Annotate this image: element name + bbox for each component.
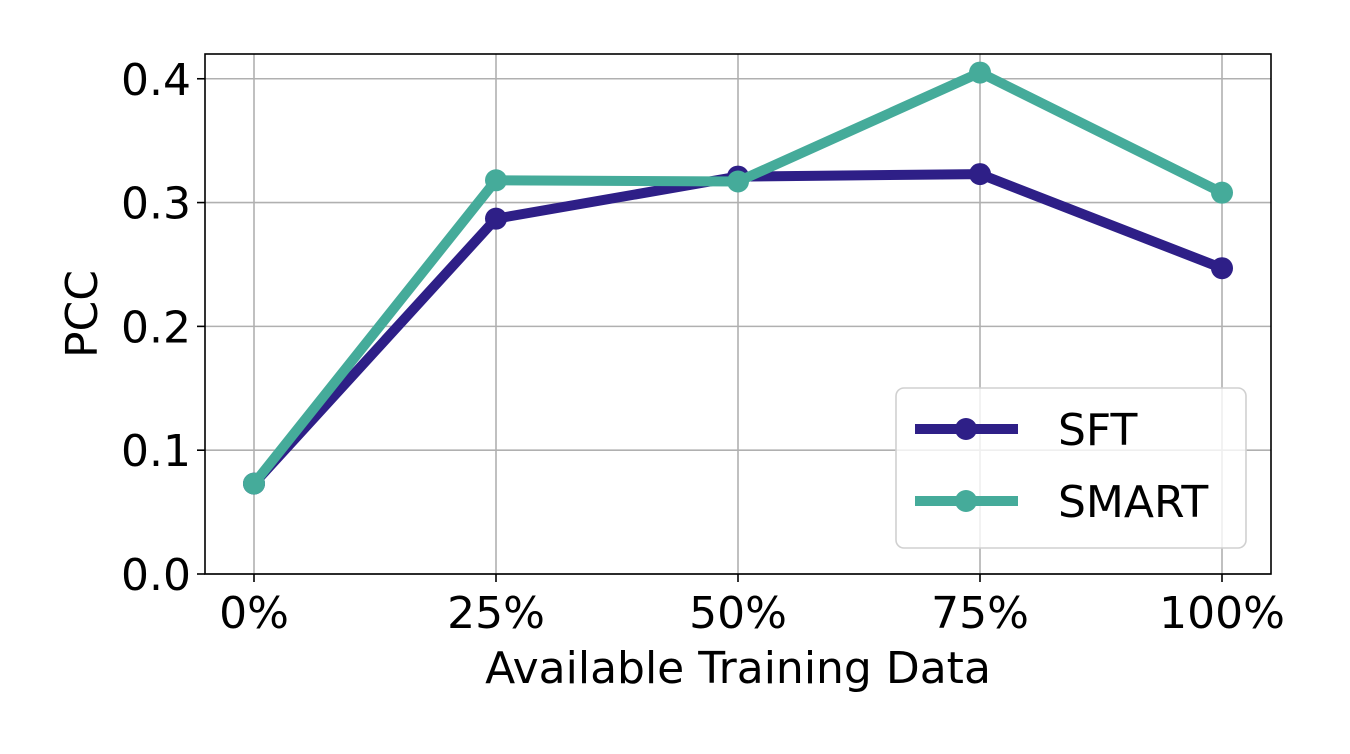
data-point-smart [243, 472, 265, 495]
legend-label-smart: SMART [1058, 477, 1208, 528]
y-tick-label: 0.0 [121, 550, 191, 601]
legend-marker-smart [955, 490, 977, 512]
x-tick-label: 0% [219, 588, 289, 639]
data-point-smart [1211, 181, 1233, 204]
y-axis-label: PCC [57, 270, 108, 358]
x-tick-label: 100% [1159, 588, 1285, 639]
y-tick-label: 0.4 [121, 55, 191, 106]
y-tick-label: 0.1 [121, 426, 191, 477]
x-tick-label: 75% [931, 588, 1029, 639]
x-tick-label: 50% [689, 588, 787, 639]
legend-items: SFT SMART [915, 405, 1208, 528]
data-point-sft [969, 163, 991, 186]
legend-marker-sft [955, 418, 977, 440]
data-point-smart [727, 170, 749, 193]
legend-label-sft: SFT [1058, 405, 1137, 456]
data-point-sft [485, 207, 507, 230]
x-tick-label: 25% [447, 588, 545, 639]
data-point-sft [1211, 257, 1233, 280]
data-point-smart [969, 61, 991, 84]
tick-layer: 0% 25% 50% 75% 100% 0.0 0.1 0.2 0.3 0.4 [121, 55, 1285, 639]
series-layer [243, 61, 1233, 495]
x-axis-label: Available Training Data [485, 643, 991, 694]
data-point-smart [485, 169, 507, 192]
legend: SFT SMART [895, 387, 1247, 549]
y-tick-label: 0.3 [121, 179, 191, 230]
y-tick-label: 0.2 [121, 302, 191, 353]
